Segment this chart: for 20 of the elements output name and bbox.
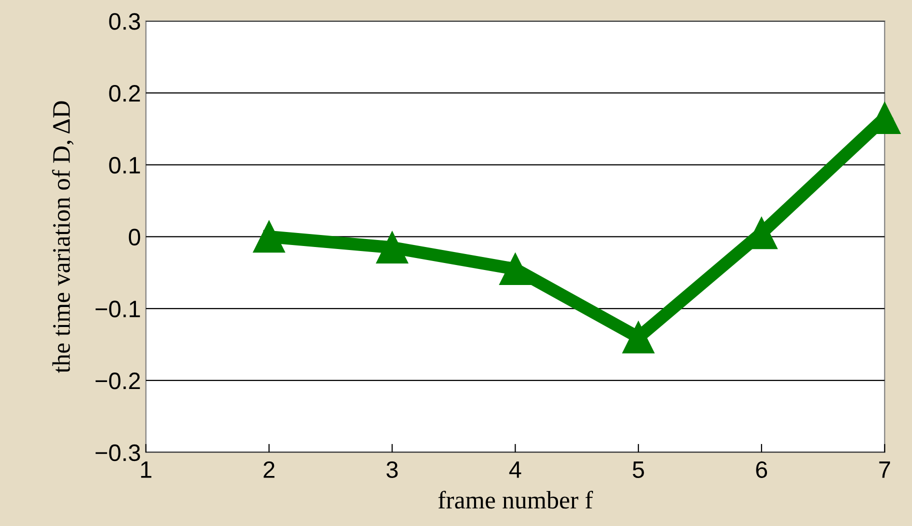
x-tick-label: 3 — [386, 461, 398, 478]
x-axis-title: frame number f — [438, 490, 594, 509]
point — [376, 232, 408, 264]
y-tick-label: 0.1 — [109, 156, 140, 174]
y-tick-label: 0 — [128, 228, 140, 246]
point — [622, 321, 654, 354]
y-axis-title: the time variation of D, ΔD — [52, 101, 74, 373]
y-tick-label: −0.3 — [96, 444, 140, 462]
x-tick-label: 4 — [509, 462, 522, 478]
y-tick-label: −0.2 — [96, 372, 140, 390]
x-tick-label: 5 — [632, 462, 644, 478]
x-tick-label: 6 — [756, 461, 768, 478]
x-tick-label: 7 — [879, 462, 890, 478]
x-tick-label: 2 — [264, 461, 274, 478]
point — [499, 253, 532, 286]
y-tick-label: −0.1 — [96, 300, 140, 318]
y-tick-label: 0.2 — [109, 84, 140, 102]
point — [253, 220, 286, 253]
y-tick-label: 0.3 — [109, 13, 140, 30]
x-tick-label: 1 — [141, 462, 152, 478]
